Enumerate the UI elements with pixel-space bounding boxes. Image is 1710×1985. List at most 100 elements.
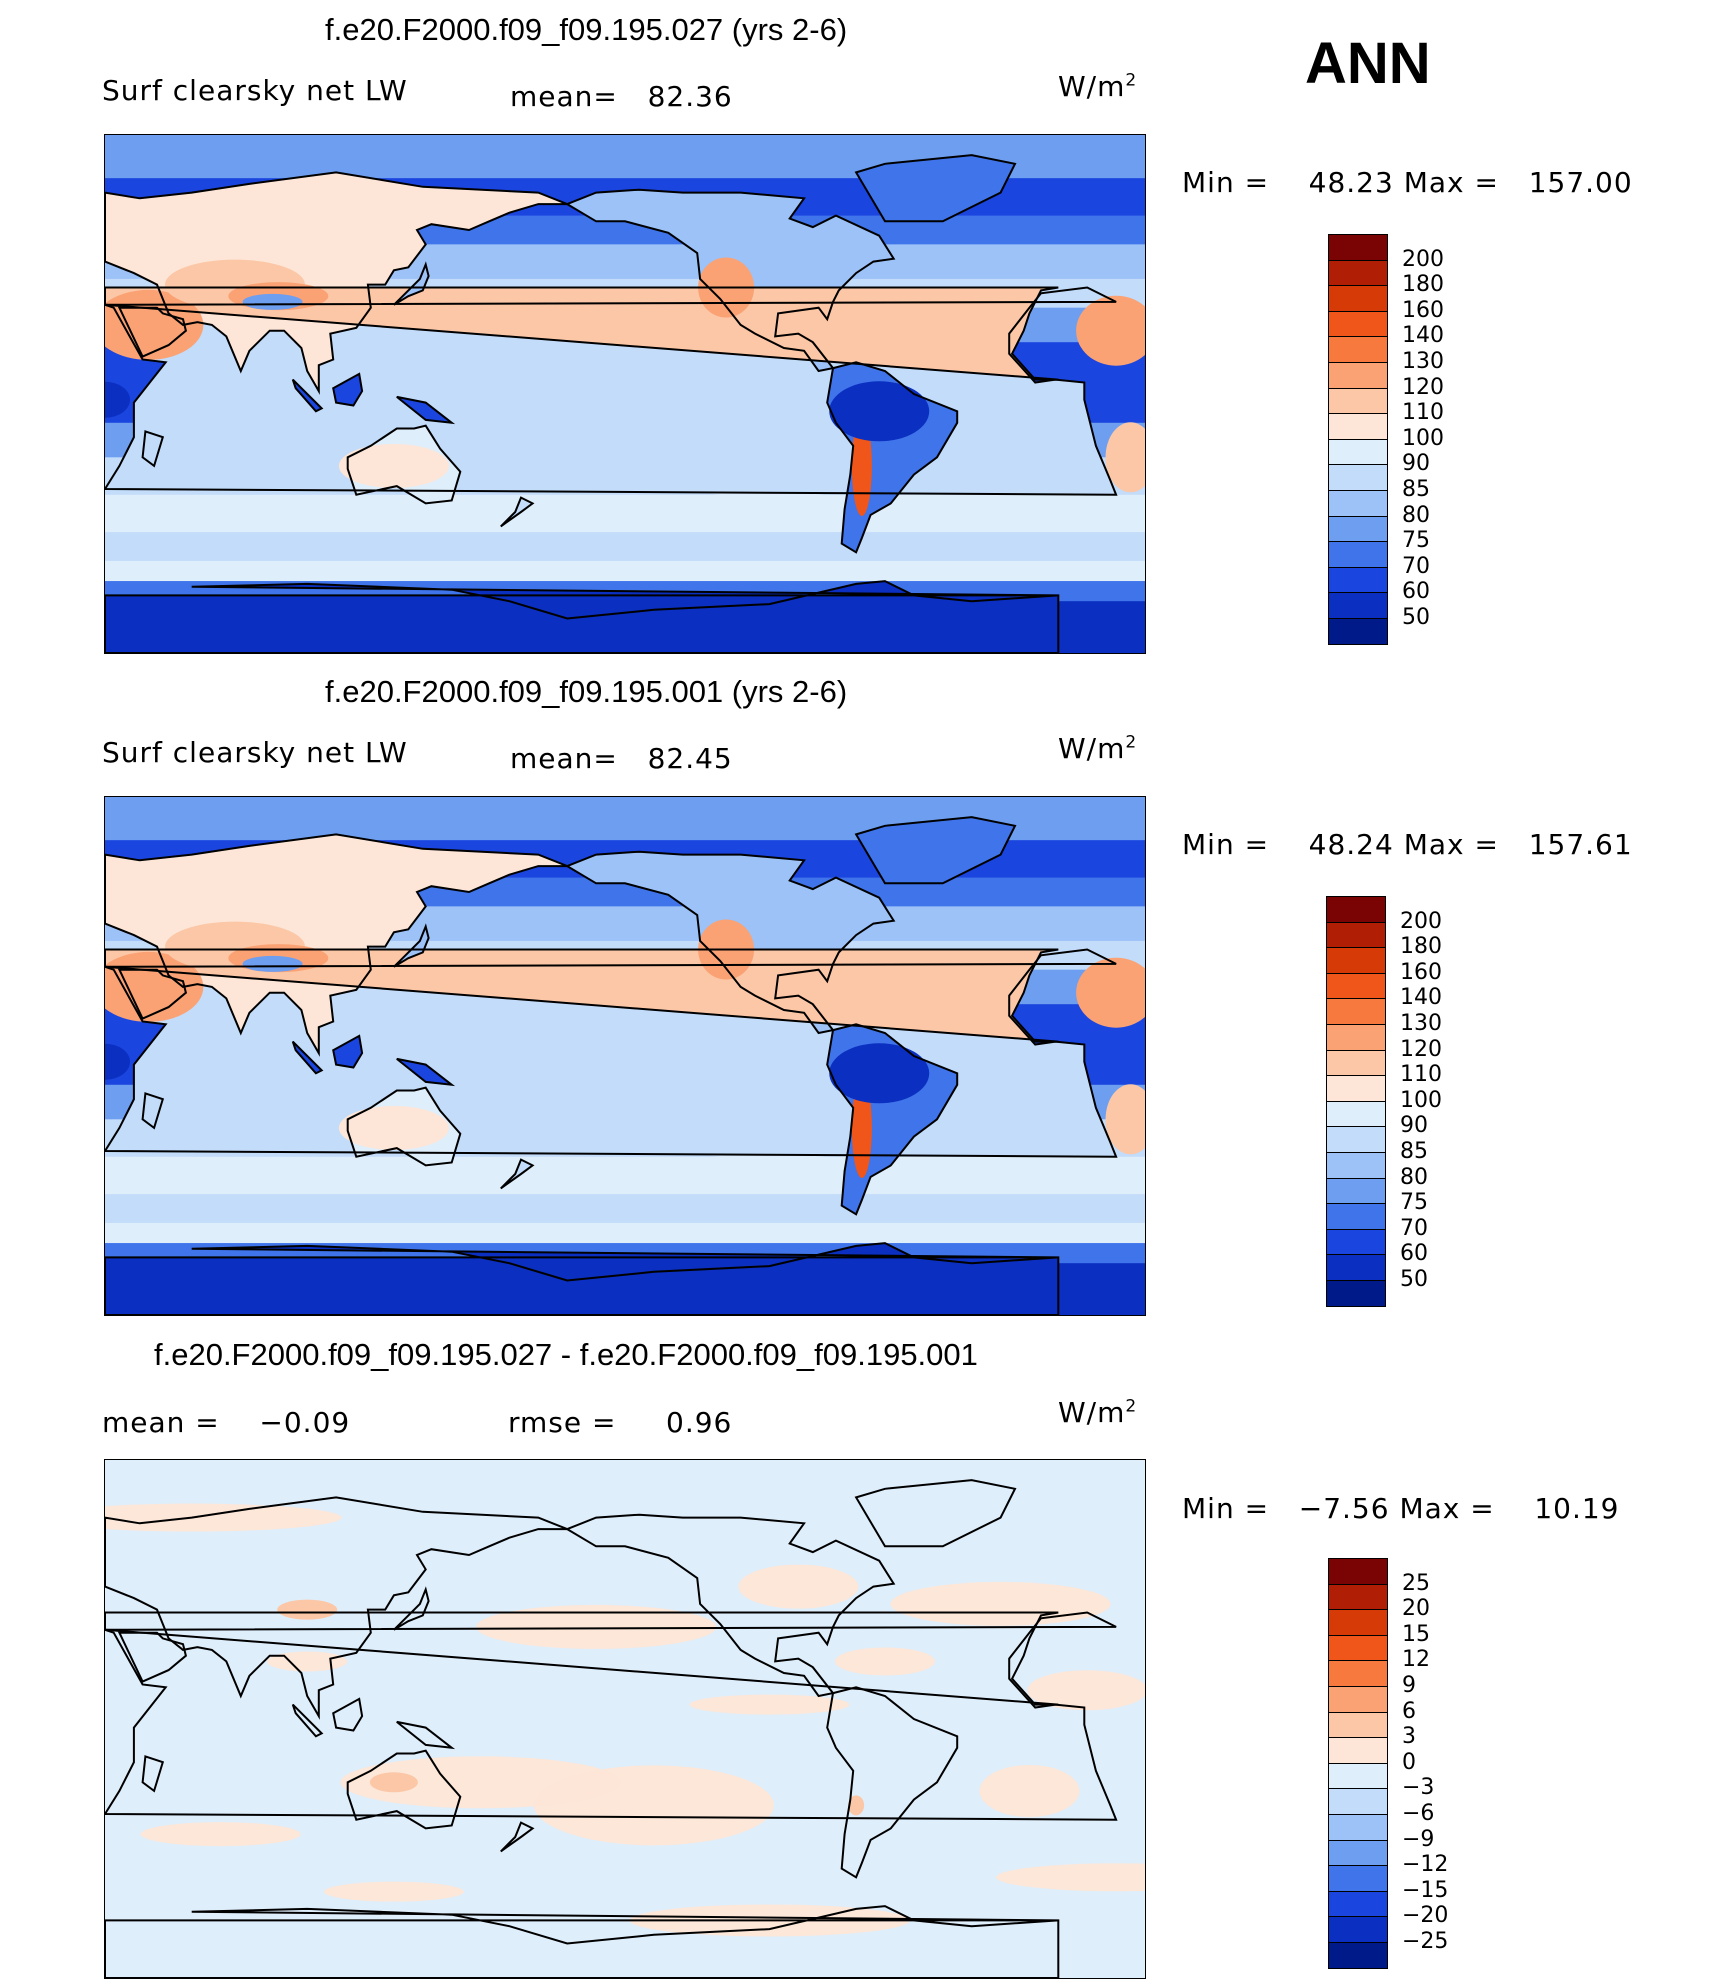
colorbar-swatch [1328,1916,1388,1943]
colorbar-tick-label: 12 [1402,1647,1430,1673]
colorbar-tick-label: 120 [1400,1036,1442,1062]
colorbar-swatch [1328,1583,1388,1611]
panel-2-mean: mean= 82.45 [510,742,733,775]
panel-1-units-text: W/m [1058,70,1126,103]
panel-3-map-svg [105,1460,1145,1978]
panel-3-max-value: 10.19 [1534,1492,1620,1525]
colorbar-tick-label: 85 [1400,1139,1428,1164]
map-field [105,135,1145,653]
panel-2-mean-label: mean= [510,742,618,775]
colorbar-tick-label: 130 [1400,1011,1442,1036]
map-field [105,1460,1145,1978]
panel-1-min-value: 48.23 [1308,166,1394,199]
colorbar-swatch [1326,921,1386,949]
panel-3-rmse-value: 0.96 [666,1406,733,1439]
colorbar-swatch [1328,1814,1388,1841]
panel-3-units-text: W/m [1058,1396,1126,1429]
panel-1-map [104,134,1146,654]
panel-1-map-svg [105,135,1145,653]
colorbar-swatch [1326,1177,1386,1205]
colorbar-swatch [1328,1737,1388,1764]
colorbar-swatch [1326,1075,1386,1102]
colorbar-tick-label: 90 [1400,1113,1428,1139]
colorbar-swatch [1326,1152,1386,1179]
colorbar-swatch [1326,1126,1386,1153]
colorbar-swatch [1326,1100,1386,1128]
colorbar-tick-label: 180 [1400,934,1442,960]
colorbar-swatch [1328,566,1388,594]
colorbar-swatch [1326,972,1386,1000]
colorbar-swatch [1326,1203,1386,1230]
panel-1-title: f.e20.F2000.f09_f09.195.027 (yrs 2-6) [325,12,848,47]
panel-2-max-value: 157.61 [1528,828,1633,861]
colorbar-swatch [1328,259,1388,287]
colorbar-swatch [1326,947,1386,974]
colorbar-swatch [1328,1686,1388,1713]
map-field [105,797,1145,1315]
panel-2-title: f.e20.F2000.f09_f09.195.001 (yrs 2-6) [325,674,848,709]
map-coastlines [105,1479,1118,1978]
panel-1-minmax: Min = 48.23 Max = 157.00 [1182,166,1633,199]
colorbar-tick-label: 25 [1402,1570,1430,1596]
panel-2-units-exp: 2 [1125,732,1138,753]
colorbar-swatch [1326,998,1386,1025]
colorbar-tick-label: 20 [1402,1596,1430,1622]
colorbar-tick-label: 180 [1402,272,1444,298]
colorbar-tick-label: −12 [1402,1852,1449,1878]
colorbar-swatch [1328,618,1388,645]
panel-2-variable-label: Surf clearsky net LW [102,736,408,769]
colorbar-tick-label: 200 [1400,908,1442,934]
panel-3-minmax: Min = −7.56 Max = 10.19 [1182,1492,1620,1525]
panel-3-min-label: Min = [1182,1492,1270,1525]
colorbar-swatch [1328,1660,1388,1687]
colorbar-swatch [1326,1228,1386,1256]
colorbar-tick-label: 120 [1402,374,1444,400]
colorbar-swatch [1326,1254,1386,1281]
panel-2-units: W/m2 [1058,732,1137,765]
panel-3-min-value: −7.56 [1298,1492,1390,1525]
colorbar-tick-label: −6 [1402,1801,1435,1826]
colorbar-swatch [1328,234,1388,261]
panel-1-max-label: Max = [1403,166,1499,199]
map-coastlines [105,816,1118,1315]
colorbar-tick-label: 75 [1402,528,1430,554]
colorbar-swatch [1326,1024,1386,1051]
panel-1-mean: mean= 82.36 [510,80,733,113]
panel-1-units-exp: 2 [1125,70,1138,91]
colorbar-swatch [1328,387,1388,415]
colorbar-swatch [1328,336,1388,363]
panel-3-map [104,1459,1146,1979]
colorbar-tick-label: 160 [1402,297,1444,323]
colorbar-tick-label: 140 [1402,323,1444,349]
colorbar-tick-label: 60 [1400,1241,1428,1267]
colorbar-swatch [1328,1558,1388,1585]
colorbar-tick-label: −15 [1402,1877,1449,1903]
colorbar-swatch [1328,464,1388,491]
colorbar-tick-label: 9 [1402,1673,1416,1698]
colorbar-swatch [1328,541,1388,568]
colorbar-tick-label: −9 [1402,1826,1435,1852]
panel-3-rmse: rmse = 0.96 [508,1406,732,1439]
panel-1-max-value: 157.00 [1528,166,1633,199]
colorbar-tick-label: −25 [1402,1929,1449,1954]
map-coastlines [105,154,1118,653]
colorbar-tick-label: 80 [1402,502,1430,528]
colorbar-swatch [1328,285,1388,312]
panel-1-colorbar: 200 180 160 140 130 120 110 100 90 85 80 75 70 60 50 [1328,234,1444,645]
colorbar-swatch [1328,1762,1388,1790]
panel-2-min-label: Min = [1182,828,1270,861]
colorbar-tick-label: 110 [1400,1062,1442,1088]
panel-3-rmse-label: rmse = [508,1406,617,1439]
colorbar-tick-label: 100 [1402,425,1444,451]
colorbar-tick-label: 75 [1400,1190,1428,1216]
panel-3-mean-value: −0.09 [259,1406,351,1439]
colorbar-tick-label: 100 [1400,1087,1442,1113]
colorbar-swatch [1328,310,1388,338]
colorbar-swatch [1328,490,1388,517]
colorbar-tick-label: 90 [1402,451,1430,477]
colorbar-tick-label: 6 [1402,1698,1416,1724]
colorbar-tick-label: 140 [1400,985,1442,1011]
colorbar-tick-label: −20 [1402,1903,1449,1929]
colorbar-swatch [1328,1609,1388,1636]
colorbar-swatch [1328,515,1388,543]
